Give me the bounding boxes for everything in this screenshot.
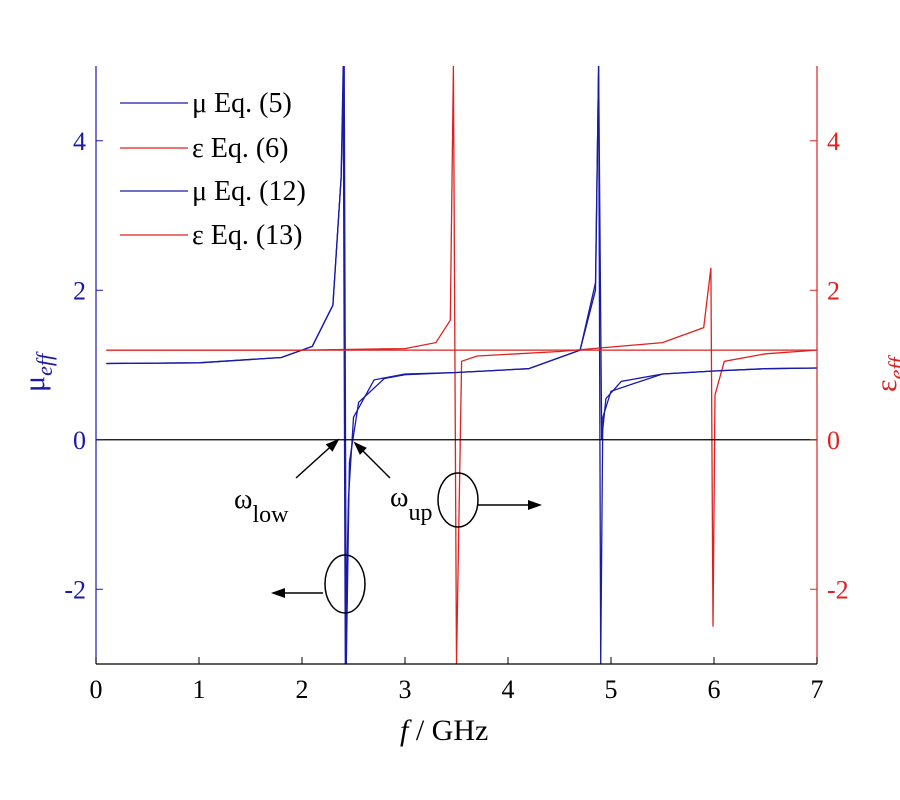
legend-label-eps-eq13: ε Eq. (13) (192, 220, 303, 251)
annotations: ωlow ωup (234, 438, 542, 614)
x-tick-label-5: 5 (605, 675, 618, 704)
x-tick-label-1: 1 (193, 675, 206, 704)
x-tick-label-7: 7 (811, 675, 824, 704)
plot-lines (96, 65, 818, 665)
y-left-tick-label-3: 4 (73, 127, 86, 156)
legend-label-eps-eq6: ε Eq. (6) (192, 133, 289, 164)
annotation-omega-low: ωlow (234, 484, 289, 528)
legend: μ Eq. (5) ε Eq. (6) μ Eq. (12) ε Eq. (13… (120, 88, 306, 251)
axes (95, 66, 818, 665)
ticks: 0 1 2 3 4 5 6 7 -2 -2 0 0 2 2 4 4 (64, 127, 848, 704)
arrow-omega-low-right (353, 441, 391, 479)
arrow-omega-low (295, 438, 340, 479)
y-right-tick-label-0: -2 (827, 575, 849, 604)
y-axis-label-left: μeff (18, 351, 57, 392)
y-axis-label-right: εeff (870, 355, 900, 392)
legend-label-mu-eq12: μ Eq. (12) (192, 176, 306, 207)
series-line-2 (106, 65, 818, 665)
ellipse-eps-marker (437, 472, 479, 528)
x-tick-label-4: 4 (502, 675, 515, 704)
x-tick-label-6: 6 (708, 675, 721, 704)
series-line-1 (106, 65, 818, 665)
x-tick-label-2: 2 (296, 675, 309, 704)
annotation-omega-up: ωup (390, 482, 432, 526)
y-right-tick-label-1: 0 (827, 426, 840, 455)
legend-label-mu-eq5: μ Eq. (5) (192, 88, 292, 119)
y-right-tick-label-3: 4 (827, 127, 840, 156)
y-right-tick-label-2: 2 (827, 276, 840, 305)
y-left-tick-label-2: 2 (73, 276, 86, 305)
x-tick-label-3: 3 (399, 675, 412, 704)
x-axis-label: f / GHz (400, 714, 488, 747)
y-left-tick-label-0: -2 (64, 575, 86, 604)
ellipse-mu-marker (324, 554, 366, 614)
y-left-tick-label-1: 0 (73, 426, 86, 455)
x-tick-label-0: 0 (90, 675, 103, 704)
